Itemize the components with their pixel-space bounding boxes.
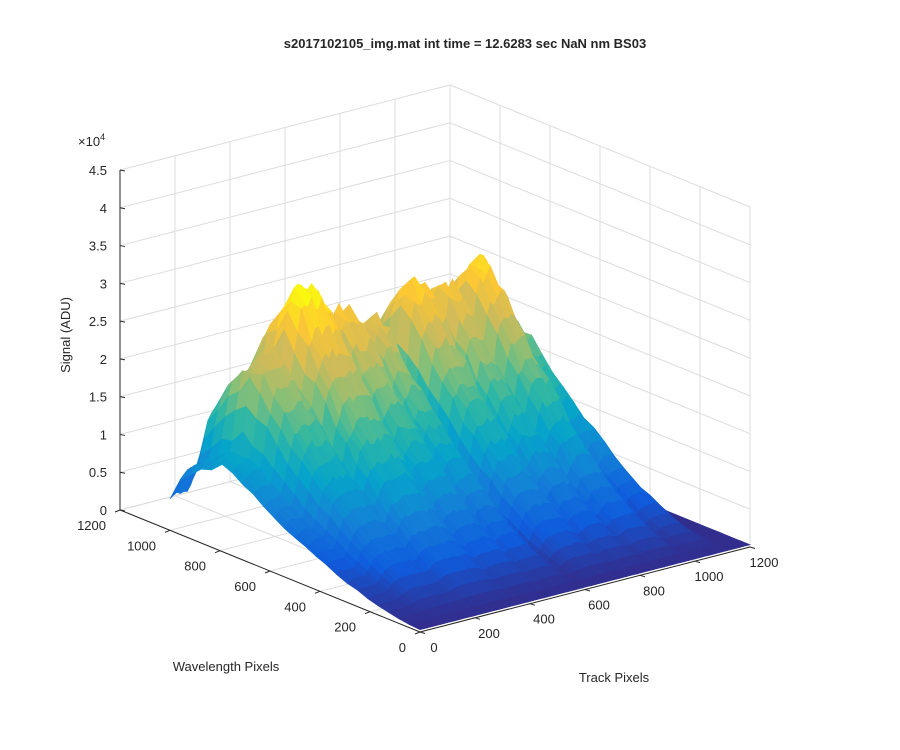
y-tick-label: 1200 — [77, 518, 106, 533]
surface-mesh — [169, 253, 751, 631]
z-tick-mark — [119, 282, 126, 285]
grid-line — [449, 160, 751, 284]
grid-line — [119, 235, 451, 322]
z-tick-mark — [119, 207, 126, 210]
x-tick-mark — [694, 560, 701, 564]
x-tick-label: 0 — [430, 640, 437, 655]
y-axis-label: Wavelength Pixels — [173, 659, 280, 674]
y-tick-mark — [414, 631, 421, 635]
y-tick-label: 0 — [399, 640, 406, 655]
x-tick-mark — [419, 631, 426, 634]
z-tick-label: 1 — [100, 427, 107, 442]
x-tick-label: 600 — [588, 598, 610, 613]
tick-labels: 0200400600800100012000200400600800100012… — [77, 163, 778, 655]
grid-line — [449, 84, 751, 208]
z-tick-label: 3.5 — [89, 239, 107, 254]
y-tick-mark — [114, 509, 121, 513]
y-tick-mark — [164, 529, 171, 533]
grid-line — [119, 84, 451, 171]
x-tick-mark — [749, 546, 756, 549]
y-tick-mark — [264, 570, 271, 574]
x-tick-label: 200 — [478, 626, 500, 641]
z-axis-label: Signal (ADU) — [58, 297, 73, 373]
z-tick-mark — [119, 245, 126, 248]
surface-face — [408, 623, 425, 631]
chart-title: s2017102105_img.mat int time = 12.6283 s… — [284, 36, 646, 51]
z-tick-label: 2 — [100, 352, 107, 367]
z-tick-label: 4.5 — [89, 163, 107, 178]
z-tick-label: 1.5 — [89, 390, 107, 405]
z-tick-mark — [119, 169, 126, 172]
z-tick-mark — [119, 320, 126, 323]
x-tick-label: 1000 — [695, 569, 724, 584]
z-tick-label: 0.5 — [89, 465, 107, 480]
grid-line — [119, 160, 451, 247]
z-tick-label: 3 — [100, 276, 107, 291]
grid-line — [449, 197, 751, 321]
x-tick-mark — [584, 589, 591, 592]
grid-line — [119, 122, 451, 209]
y-tick-label: 600 — [234, 579, 256, 594]
z-tick-label: 2.5 — [89, 314, 107, 329]
x-tick-mark — [474, 617, 481, 620]
grid-line — [449, 122, 751, 246]
z-tick-mark — [119, 433, 126, 436]
z-tick-mark — [119, 358, 126, 361]
y-tick-label: 400 — [284, 599, 306, 614]
x-tick-label: 1200 — [750, 555, 779, 570]
y-tick-label: 800 — [184, 559, 206, 574]
x-tick-mark — [639, 574, 646, 578]
y-tick-label: 200 — [334, 620, 356, 635]
z-tick-mark — [119, 509, 126, 512]
z-tick-mark — [119, 471, 126, 474]
grid-line — [119, 197, 451, 284]
y-tick-mark — [314, 590, 321, 594]
z-tick-label: 4 — [100, 201, 107, 216]
y-tick-label: 1000 — [127, 538, 156, 553]
axes-box — [114, 169, 756, 635]
z-tick-label: 0 — [100, 503, 107, 518]
y-tick-mark — [364, 611, 371, 615]
z-exponent-base: ×10 — [78, 134, 100, 149]
z-exponent-label: ×104 — [78, 132, 105, 149]
x-tick-label: 400 — [533, 612, 555, 627]
y-tick-mark — [214, 550, 221, 554]
z-exponent-power: 4 — [100, 132, 105, 142]
x-tick-mark — [529, 603, 536, 606]
x-tick-label: 800 — [643, 583, 665, 598]
x-axis-label: Track Pixels — [579, 670, 650, 685]
z-tick-mark — [119, 396, 126, 399]
grid-line — [449, 235, 751, 359]
svg-text:×104: ×104 — [78, 132, 105, 149]
